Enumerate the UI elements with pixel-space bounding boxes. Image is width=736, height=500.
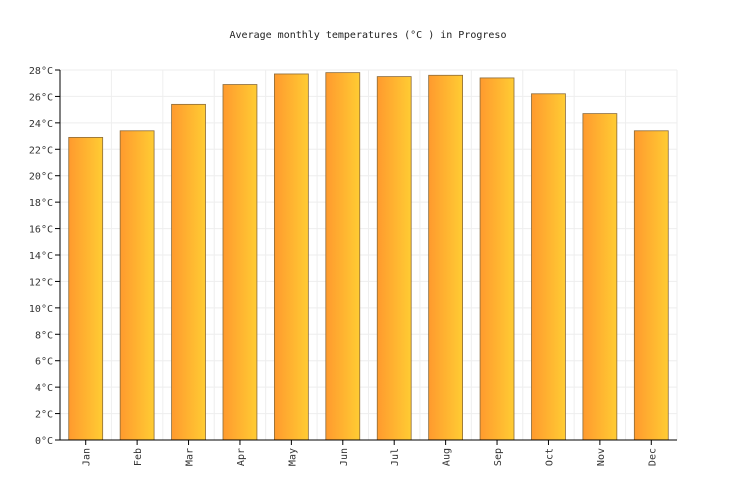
- y-tick-label: 14°C: [29, 251, 53, 262]
- x-tick-label: Jun: [339, 448, 350, 466]
- x-tick-label: Sep: [493, 448, 504, 466]
- x-tick-label: Oct: [544, 448, 555, 466]
- bar-jun: [325, 72, 361, 441]
- y-tick-label: 8°C: [35, 330, 53, 341]
- y-axis-ticks: 0°C 2°C 4°C 6°C 8°C 10°C 12°C 14°C 16°C 18°C 20°C 2…: [29, 66, 60, 447]
- bar-dec: [633, 130, 669, 441]
- chart-title: Average monthly temperatures (°C ) in Pr…: [230, 30, 507, 41]
- y-tick-label: 4°C: [35, 383, 53, 394]
- x-tick-label: Apr: [236, 448, 247, 466]
- bar-apr: [222, 84, 258, 441]
- y-tick-label: 20°C: [29, 172, 53, 183]
- bars: [68, 72, 669, 441]
- x-tick-label: Aug: [442, 448, 453, 466]
- bar-aug: [428, 74, 463, 441]
- bar-feb: [119, 130, 155, 441]
- y-tick-label: 10°C: [29, 304, 53, 315]
- bar-jul: [376, 76, 412, 441]
- x-tick-label: Jan: [82, 448, 93, 466]
- grid-lines: [60, 69, 678, 441]
- x-tick-label: Nov: [596, 448, 607, 466]
- y-tick-label: 18°C: [29, 198, 53, 209]
- y-tick-label: 12°C: [29, 277, 53, 288]
- bar-sep: [479, 77, 515, 441]
- bar-oct: [531, 93, 566, 441]
- y-tick-label: 22°C: [29, 145, 53, 156]
- y-tick-label: 6°C: [35, 357, 53, 368]
- bar-mar: [171, 103, 206, 441]
- bar-jan: [68, 136, 104, 441]
- x-axis-ticks: Jan Feb Mar Apr May Jun Jul Aug Sep Oct Nov Dec: [82, 440, 658, 466]
- y-tick-label: 0°C: [35, 436, 53, 447]
- x-tick-label: May: [287, 448, 298, 466]
- y-tick-label: 28°C: [29, 66, 53, 77]
- x-tick-label: Feb: [133, 448, 144, 466]
- y-tick-label: 26°C: [29, 92, 53, 103]
- y-tick-label: 16°C: [29, 225, 53, 236]
- x-tick-label: Jul: [390, 448, 401, 466]
- bar-nov: [582, 113, 618, 441]
- y-tick-label: 2°C: [35, 410, 53, 421]
- y-tick-label: 24°C: [29, 119, 53, 130]
- bar-may: [274, 73, 309, 441]
- x-tick-label: Mar: [185, 448, 196, 466]
- x-tick-label: Dec: [647, 448, 658, 466]
